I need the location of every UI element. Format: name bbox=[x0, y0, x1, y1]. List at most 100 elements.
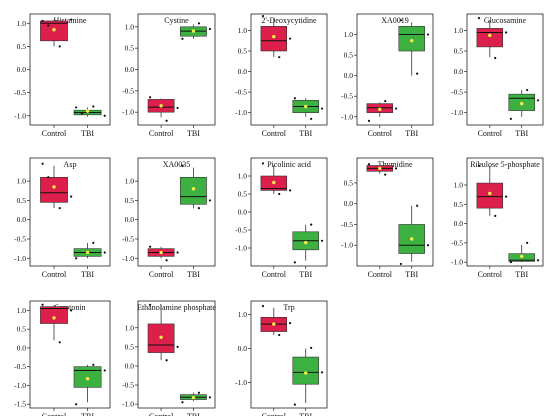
plot-frame bbox=[137, 300, 216, 409]
y-tick-label: -0.5 bbox=[122, 86, 134, 95]
y-tick-label: 0.5 bbox=[17, 196, 27, 205]
y-tick-label: 0.0 bbox=[454, 219, 464, 228]
x-tick-label: Control bbox=[149, 412, 174, 416]
x-tick-label: Control bbox=[149, 270, 174, 279]
control-box bbox=[147, 96, 179, 122]
y-tick-label: -1.0 bbox=[235, 244, 247, 253]
x-tick-label: TBI bbox=[187, 129, 200, 138]
y-tick-label: 1.0 bbox=[17, 19, 27, 28]
y-tick-label: 0.0 bbox=[238, 344, 248, 353]
x-tick-label: Control bbox=[478, 270, 503, 279]
y-tick-label: -1.0 bbox=[122, 400, 134, 409]
data-point bbox=[197, 207, 201, 210]
data-point bbox=[75, 257, 78, 260]
data-point bbox=[384, 100, 387, 103]
data-point bbox=[288, 189, 292, 192]
control-box bbox=[260, 162, 292, 196]
y-tick-label: -0.5 bbox=[451, 238, 463, 247]
data-point bbox=[47, 176, 50, 179]
panel-xa0019: XA0019 1.0 0.5 0.0 -0.5 -1.0 Control TBI bbox=[341, 13, 434, 138]
data-point bbox=[288, 321, 292, 325]
y-tick-label: 0.5 bbox=[238, 190, 248, 199]
data-point bbox=[149, 245, 152, 248]
data-point bbox=[310, 346, 313, 349]
mean-marker bbox=[159, 335, 163, 340]
x-tick-label: TBI bbox=[515, 270, 528, 279]
y-tick-label: -1.0 bbox=[14, 381, 26, 390]
data-point bbox=[426, 33, 430, 36]
y-tick-label: 0.5 bbox=[125, 342, 135, 351]
data-point bbox=[261, 162, 265, 165]
x-tick-label: Control bbox=[262, 412, 287, 416]
panel-glucosamine: Glucosamine 1.0 0.5 0.0 -0.5 -1.0 Control TBI bbox=[451, 13, 544, 138]
y-tick-label: -1.0 bbox=[14, 111, 26, 120]
data-point bbox=[92, 241, 95, 244]
tbi-box bbox=[73, 363, 106, 406]
control-box bbox=[366, 163, 398, 176]
x-tick-label: Control bbox=[42, 129, 67, 138]
y-tick-label: 1.0 bbox=[17, 306, 27, 315]
data-point bbox=[176, 251, 179, 254]
data-point bbox=[70, 18, 73, 21]
y-tick-label: 0.5 bbox=[344, 178, 354, 187]
panel-title: Trp bbox=[283, 303, 294, 312]
data-point bbox=[181, 37, 184, 40]
panel-histamine: Histamine 1.0 0.5 0.0 -0.5 -1.0 Control TBI bbox=[14, 13, 111, 138]
x-tick-label: TBI bbox=[187, 412, 200, 416]
panel-title: Histamine bbox=[54, 16, 87, 25]
mean-marker bbox=[85, 250, 90, 255]
data-point bbox=[494, 214, 497, 217]
mean-marker bbox=[488, 33, 492, 38]
y-tick-label: 1.0 bbox=[454, 181, 464, 190]
tbi-box bbox=[398, 19, 430, 76]
y-tick-label: 0.0 bbox=[344, 71, 354, 80]
y-tick-label: -1.0 bbox=[235, 108, 247, 117]
y-tick-label: 0.0 bbox=[17, 215, 27, 224]
iqr-box bbox=[476, 28, 504, 48]
mean-marker bbox=[272, 34, 276, 39]
y-tick-label: 0.0 bbox=[125, 65, 135, 74]
plot-frame bbox=[466, 157, 544, 267]
y-tick-label: 0.0 bbox=[238, 208, 248, 217]
y-tick-label: 0.5 bbox=[17, 325, 27, 334]
x-tick-label: TBI bbox=[515, 129, 528, 138]
panel-thymidine: Thymidine 0.5 0.0 -0.5 -1.0 Control TBI bbox=[341, 157, 434, 279]
y-tick-label: -1.0 bbox=[14, 254, 26, 263]
plot-frame bbox=[137, 157, 216, 267]
data-point bbox=[509, 117, 512, 120]
data-point bbox=[58, 207, 61, 210]
plot-frame bbox=[356, 13, 434, 126]
data-point bbox=[278, 56, 281, 59]
y-tick-label: 1.0 bbox=[17, 177, 27, 186]
data-point bbox=[58, 45, 61, 48]
data-point bbox=[261, 14, 265, 18]
control-box bbox=[40, 303, 73, 344]
iqr-box bbox=[180, 176, 207, 205]
panel-xa0035: XA0035 1.0 0.5 0.0 -0.5 -1.0 Control TBI bbox=[122, 157, 216, 279]
tbi-box bbox=[292, 223, 324, 264]
y-tick-label: -1.0 bbox=[451, 108, 463, 117]
data-point bbox=[399, 19, 402, 22]
data-point bbox=[208, 396, 212, 399]
data-point bbox=[80, 112, 83, 115]
x-tick-label: TBI bbox=[81, 129, 94, 138]
panel-title: 2'-Deoxycytidine bbox=[261, 16, 317, 25]
mean-marker bbox=[410, 237, 414, 241]
data-point bbox=[103, 114, 106, 117]
y-tick-label: 0.0 bbox=[344, 199, 354, 208]
data-point bbox=[394, 167, 398, 170]
data-point bbox=[165, 359, 168, 362]
data-point bbox=[181, 164, 184, 167]
y-tick-label: -1.0 bbox=[341, 241, 353, 250]
data-point bbox=[70, 309, 73, 312]
y-tick-label: 0.5 bbox=[125, 44, 135, 53]
panel-title: Cystine bbox=[164, 16, 189, 25]
y-tick-label: 0.0 bbox=[17, 343, 27, 352]
mean-marker bbox=[85, 377, 90, 381]
x-tick-label: Control bbox=[478, 129, 503, 138]
x-tick-label: Control bbox=[42, 270, 67, 279]
y-tick-label: -0.5 bbox=[14, 235, 26, 244]
x-tick-label: Control bbox=[262, 129, 287, 138]
control-box bbox=[476, 17, 508, 60]
